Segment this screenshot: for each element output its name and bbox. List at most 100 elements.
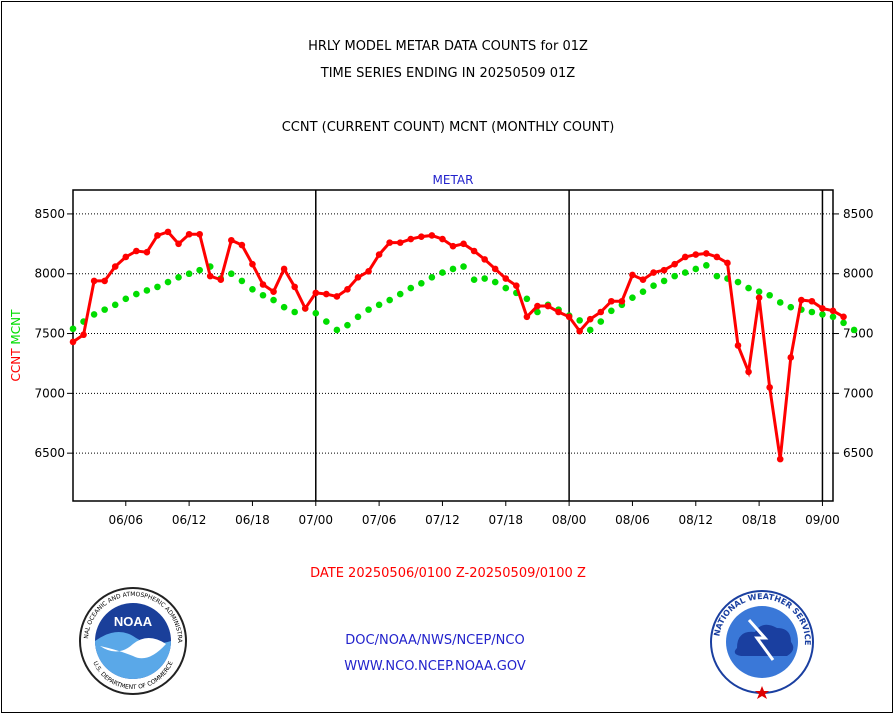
mcnt-point-35: [439, 269, 446, 276]
metar-count-chart: 6500 6500 7000 7000 7500 7500 8000 8000 8500 8500…: [9, 173, 874, 527]
ccnt-point-41: [502, 275, 510, 282]
ccnt-point-6: [133, 247, 140, 255]
y-tick-label-left-8000: 8000: [34, 267, 65, 281]
mcnt-point-3: [101, 306, 108, 313]
mcnt-point-60: [703, 262, 710, 269]
ccnt-point-27: [354, 274, 362, 281]
mcnt-point-57: [671, 272, 678, 280]
mcnt-point-31: [396, 290, 404, 298]
chart-title-line2: TIME SERIES ENDING IN 20250509 01Z: [320, 66, 576, 81]
mcnt-point-51: [608, 307, 615, 315]
noaa-logo: NOAA NATIONAL OCEANIC AND ATMOSPHERIC AD…: [78, 586, 187, 695]
mcnt-point-16: [238, 277, 246, 285]
ccnt-point-51: [608, 297, 615, 305]
ccnt-point-60: [703, 250, 710, 257]
mcnt-point-38: [470, 276, 478, 284]
y-tick-label-left-7000: 7000: [34, 386, 65, 400]
ccnt-point-71: [819, 305, 826, 312]
ccnt-point-5: [122, 253, 130, 261]
ccnt-point-10: [175, 240, 182, 248]
ccnt-point-21: [291, 283, 298, 291]
y-tick-label-right-6500: 6500: [843, 446, 874, 460]
ccnt-point-40: [491, 265, 499, 273]
ccnt-point-70: [808, 297, 816, 305]
mcnt-point-30: [386, 296, 393, 304]
ccnt-point-56: [660, 266, 668, 274]
ccnt-point-62: [724, 259, 731, 267]
ccnt-point-15: [228, 236, 235, 244]
ccnt-point-25: [333, 293, 341, 300]
ccnt-point-9: [164, 228, 172, 236]
ccnt-point-69: [798, 296, 805, 304]
x-tick-label-9: 08/12: [678, 513, 713, 527]
mcnt-point-53: [629, 294, 636, 301]
ccnt-point-8: [154, 232, 161, 239]
mcnt-point-25: [333, 326, 341, 334]
y-tick-label-right-7000: 7000: [843, 386, 874, 400]
mcnt-point-68: [787, 303, 795, 311]
mcnt-point-5: [122, 295, 130, 303]
ccnt-point-65: [755, 294, 763, 301]
ccnt-point-46: [555, 308, 562, 316]
ccnt-point-63: [734, 342, 742, 349]
mcnt-point-61: [713, 272, 721, 280]
mcnt-point-72: [829, 313, 837, 321]
ccnt-point-18: [259, 281, 267, 288]
ccnt-point-49: [586, 315, 594, 323]
ccnt-point-73: [840, 313, 847, 321]
ccnt-point-17: [249, 260, 256, 268]
mcnt-point-54: [639, 288, 647, 295]
mcnt-point-66: [766, 291, 773, 299]
ccnt-point-42: [513, 282, 520, 289]
ccnt-point-33: [418, 233, 425, 240]
ccnt-point-12: [196, 230, 203, 238]
mcnt-point-67: [776, 299, 784, 306]
ccnt-point-26: [344, 285, 351, 293]
ccnt-point-67: [776, 455, 784, 463]
mcnt-point-40: [491, 278, 499, 286]
ccnt-point-66: [766, 384, 773, 391]
ccnt-point-68: [787, 354, 795, 361]
ccnt-point-13: [206, 272, 214, 280]
ccnt-point-37: [460, 240, 467, 248]
x-tick-label-3: 07/00: [298, 513, 333, 527]
ccnt-point-35: [439, 235, 446, 243]
ccnt-point-3: [101, 277, 108, 285]
mcnt-point-28: [365, 306, 372, 313]
ccnt-point-50: [597, 308, 605, 316]
ccnt-point-53: [629, 271, 636, 279]
ccnt-point-43: [523, 313, 531, 321]
mcnt-point-9: [164, 278, 172, 286]
chart-inner-title: METAR: [433, 173, 474, 187]
ccnt-point-14: [217, 276, 225, 284]
mcnt-point-0: [69, 325, 77, 333]
ccnt-point-31: [396, 239, 404, 246]
mcnt-point-7: [143, 287, 151, 294]
nco-website-link[interactable]: WWW.NCO.NCEP.NOAA.GOV: [344, 659, 526, 674]
ccnt-point-34: [428, 232, 436, 239]
mcnt-point-23: [312, 309, 320, 317]
mcnt-point-55: [650, 282, 657, 289]
plot-area-border: [72, 189, 834, 502]
ccnt-point-52: [618, 297, 626, 305]
ccnt-point-28: [365, 268, 372, 275]
ccnt-point-48: [576, 327, 583, 335]
mcnt-point-21: [291, 308, 298, 316]
mcnt-point-2: [90, 311, 98, 318]
mcnt-point-64: [745, 284, 752, 292]
mcnt-point-37: [460, 263, 467, 270]
doc-noaa-link[interactable]: DOC/NOAA/NWS/NCEP/NCO: [345, 633, 525, 648]
mcnt-point-41: [502, 284, 510, 292]
ccnt-point-7: [143, 248, 151, 256]
mcnt-point-17: [249, 285, 256, 293]
ccnt-point-55: [650, 269, 657, 276]
ccnt-point-11: [185, 230, 193, 238]
x-tick-label-4: 07/06: [362, 513, 397, 527]
ccnt-point-61: [713, 253, 721, 261]
mcnt-point-70: [808, 308, 816, 316]
x-tick-label-1: 06/12: [172, 513, 207, 527]
ccnt-point-16: [238, 241, 246, 249]
date-range-label: DATE 20250506/0100 Z-20250509/0100 Z: [310, 566, 586, 581]
y-tick-label-right-8000: 8000: [843, 267, 874, 281]
mcnt-point-43: [523, 295, 531, 303]
